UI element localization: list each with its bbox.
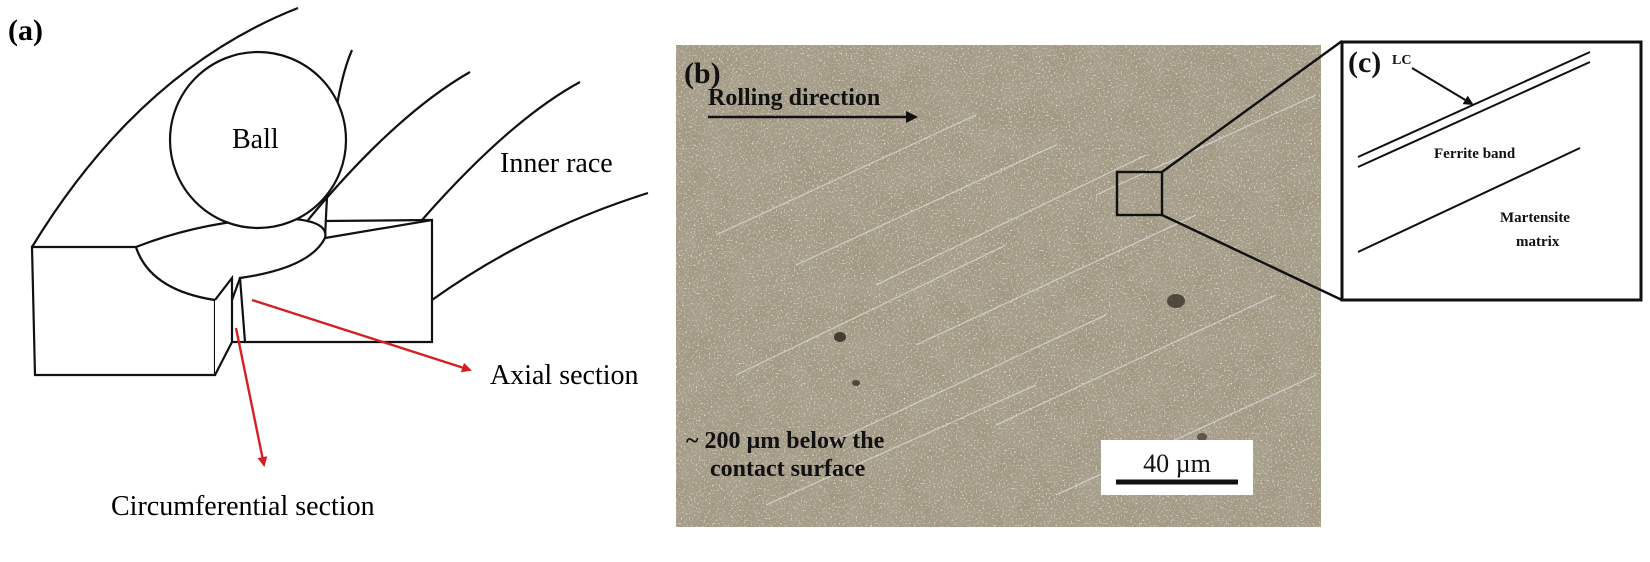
ferrite-band-label: Ferrite band [1434,146,1516,162]
scale-bar-box [1101,440,1253,495]
inset-border [1340,40,1643,302]
lc-label: LC [1392,53,1411,68]
etch-pit [852,380,860,386]
race-arc-inner-3 [431,191,649,301]
inset-schematic-panel: (c) LC Ferrite band Martensite matrix [1340,40,1643,302]
etch-pit [834,332,846,342]
bearing-schematic-panel: (a) Ball Inner race Axial section Circum… [0,0,680,562]
ring-right-top-edge [324,218,433,223]
depth-note-line2: contact surface [710,456,866,482]
etch-pit [1197,433,1207,441]
ring-notch-left [214,274,234,376]
lc-line-upper [1357,51,1591,158]
martensite-label-line2: matrix [1516,234,1560,250]
inner-race-label: Inner race [500,148,613,179]
bearing-schematic-svg: (a) Ball Inner race Axial section Circum… [8,6,649,522]
race-arc-inner-2 [421,81,581,221]
ferrite-band-boundary [1357,147,1581,253]
axial-section-arrow [251,298,472,373]
zoom-connector-top [1161,40,1343,173]
lc-line-lower [1357,61,1591,168]
race-arc-outer-1 [31,6,299,248]
ball-circle [168,50,348,230]
circumferential-section-label: Circumferential section [111,491,375,522]
zoom-connector-bottom [1161,213,1343,302]
panel-b-label: (b) [684,57,721,90]
race-arc-inner-1 [307,71,471,221]
depth-note-line1: ~ 200 µm below the [686,428,885,454]
ball-label: Ball [232,124,279,155]
panel-a-label: (a) [8,14,43,47]
inset-schematic-svg: (c) LC Ferrite band Martensite matrix [1340,40,1643,302]
zoom-connector-lines [1161,40,1343,302]
micrograph-svg: (b) Rolling direction ~ 200 µm below the… [676,45,1321,527]
micrograph-panel: (b) Rolling direction ~ 200 µm below the… [676,45,1321,527]
martensite-label-line1: Martensite [1500,210,1570,226]
axial-section-label: Axial section [490,360,639,391]
panel-c-label: (c) [1348,46,1381,79]
scale-bar-label: 40 µm [1143,449,1211,478]
ferrite-band-streaks [715,94,1317,506]
rolling-direction-label: Rolling direction [708,85,880,111]
zoom-region-box [1115,170,1164,217]
circumferential-section-arrow [234,327,268,467]
lc-pointer-arrow [1411,67,1474,106]
etch-pit [1167,294,1185,308]
